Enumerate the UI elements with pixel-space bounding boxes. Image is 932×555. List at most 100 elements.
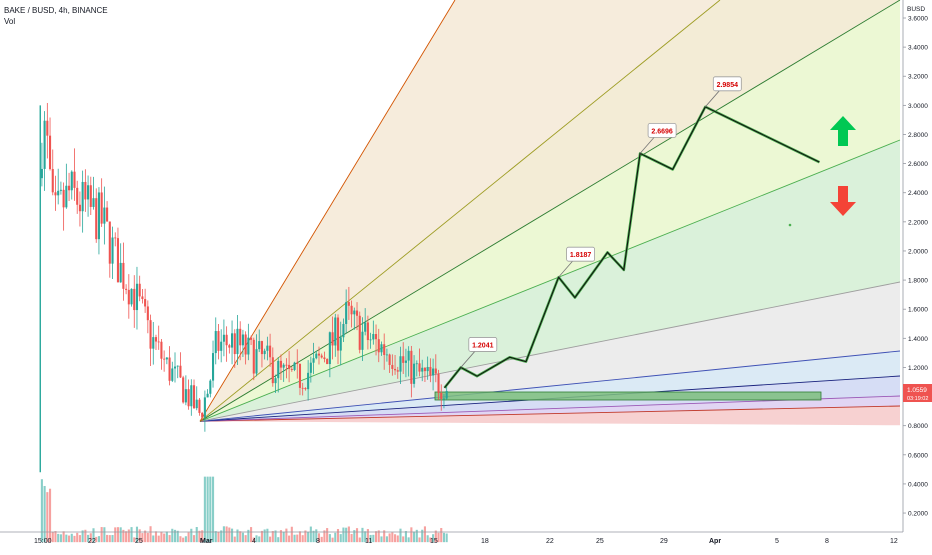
- volume-bar: [247, 529, 250, 543]
- volume-bar: [255, 535, 258, 543]
- candle: [385, 354, 388, 356]
- candle: [209, 380, 212, 394]
- volume-bar: [290, 526, 293, 543]
- volume-bar: [211, 476, 215, 543]
- support-zone-rect: [434, 391, 822, 401]
- candle: [133, 288, 136, 311]
- candle: [255, 349, 258, 374]
- candle: [157, 341, 160, 343]
- candle: [103, 207, 106, 224]
- volume-bar: [87, 534, 90, 543]
- volume-bar: [228, 527, 231, 543]
- volume-bar: [203, 476, 206, 543]
- volume-bar: [364, 531, 367, 543]
- volume-bar: [100, 527, 103, 543]
- volume-bar: [391, 532, 394, 543]
- volume-bar: [59, 534, 62, 543]
- candle: [339, 337, 342, 351]
- volume-bar: [233, 536, 236, 543]
- volume-bar: [46, 492, 49, 543]
- volume-bar: [317, 533, 321, 543]
- x-tick-label: Mar: [200, 538, 213, 545]
- volume-bar: [445, 533, 448, 543]
- candle: [87, 185, 90, 200]
- candle: [182, 377, 185, 403]
- symbol-title[interactable]: BAKE / BUSD, 4h, BINANCE: [4, 6, 108, 15]
- price-axis-unit: BUSD: [907, 6, 925, 13]
- candle: [247, 337, 250, 355]
- volume-indicator-label[interactable]: Vol: [4, 17, 16, 26]
- volume-bar: [380, 536, 383, 543]
- volume-bar: [165, 531, 168, 543]
- callout-pointer: [460, 351, 476, 368]
- volume-bar: [407, 537, 410, 543]
- candle: [374, 334, 378, 340]
- volume-bar: [176, 530, 179, 543]
- candle: [331, 332, 334, 346]
- candle: [407, 350, 410, 361]
- candle: [68, 185, 71, 191]
- candle: [263, 350, 266, 355]
- candle: [361, 331, 364, 350]
- volume-bar: [326, 528, 329, 543]
- y-tick-label: 0.4000: [908, 481, 928, 488]
- candle: [190, 385, 193, 407]
- volume-bar: [312, 530, 315, 543]
- candle: [320, 355, 323, 358]
- y-tick-label: 2.6000: [908, 161, 928, 168]
- candle: [40, 168, 43, 179]
- volume-bar: [111, 535, 114, 543]
- candle: [394, 368, 397, 371]
- y-tick-label: 1.2000: [908, 365, 928, 372]
- volume-bar: [209, 476, 212, 543]
- callout-pointer: [639, 137, 655, 154]
- candle: [70, 171, 73, 191]
- volume-bar: [146, 532, 149, 543]
- volume-bar: [92, 528, 95, 543]
- candle: [396, 370, 399, 372]
- candle: [195, 399, 198, 409]
- x-tick-label: 4: [252, 538, 256, 545]
- volume-bar: [222, 526, 225, 543]
- volume-bar: [62, 531, 65, 543]
- volume-bar: [383, 530, 386, 543]
- candle: [48, 135, 52, 170]
- candle: [65, 185, 68, 208]
- candle: [43, 120, 46, 169]
- y-tick-label: 0.2000: [908, 511, 928, 518]
- callout-box: [712, 76, 742, 92]
- y-tick-label: 1.8000: [908, 278, 928, 285]
- candle: [119, 262, 122, 283]
- fan-line: [199, 0, 721, 422]
- candle: [239, 328, 242, 346]
- volume-bar: [241, 532, 244, 543]
- volume-bar: [429, 537, 432, 543]
- candle: [372, 334, 375, 340]
- candle: [269, 345, 272, 358]
- candle: [89, 185, 92, 207]
- candle: [217, 331, 220, 351]
- volume-bar: [328, 534, 331, 543]
- volume-bar: [282, 531, 285, 543]
- volume-bar: [399, 528, 402, 543]
- candle: [130, 288, 133, 305]
- candle: [429, 366, 432, 376]
- volume-bar: [198, 530, 201, 543]
- volume-bar: [108, 535, 111, 543]
- y-tick-label: 2.0000: [908, 248, 928, 255]
- marker-dot: [788, 223, 792, 227]
- callout-label: 1.8187: [570, 252, 592, 259]
- volume-bar: [154, 531, 158, 543]
- candle: [364, 322, 367, 332]
- volume-bar: [277, 537, 280, 543]
- candle: [301, 387, 304, 389]
- volume-bar: [298, 531, 302, 543]
- fan-line: [199, 0, 456, 422]
- candle: [432, 368, 435, 376]
- candle: [57, 190, 60, 196]
- volume-bar: [57, 533, 60, 543]
- y-tick-label: 3.2000: [908, 74, 928, 81]
- volume-bar: [293, 534, 296, 543]
